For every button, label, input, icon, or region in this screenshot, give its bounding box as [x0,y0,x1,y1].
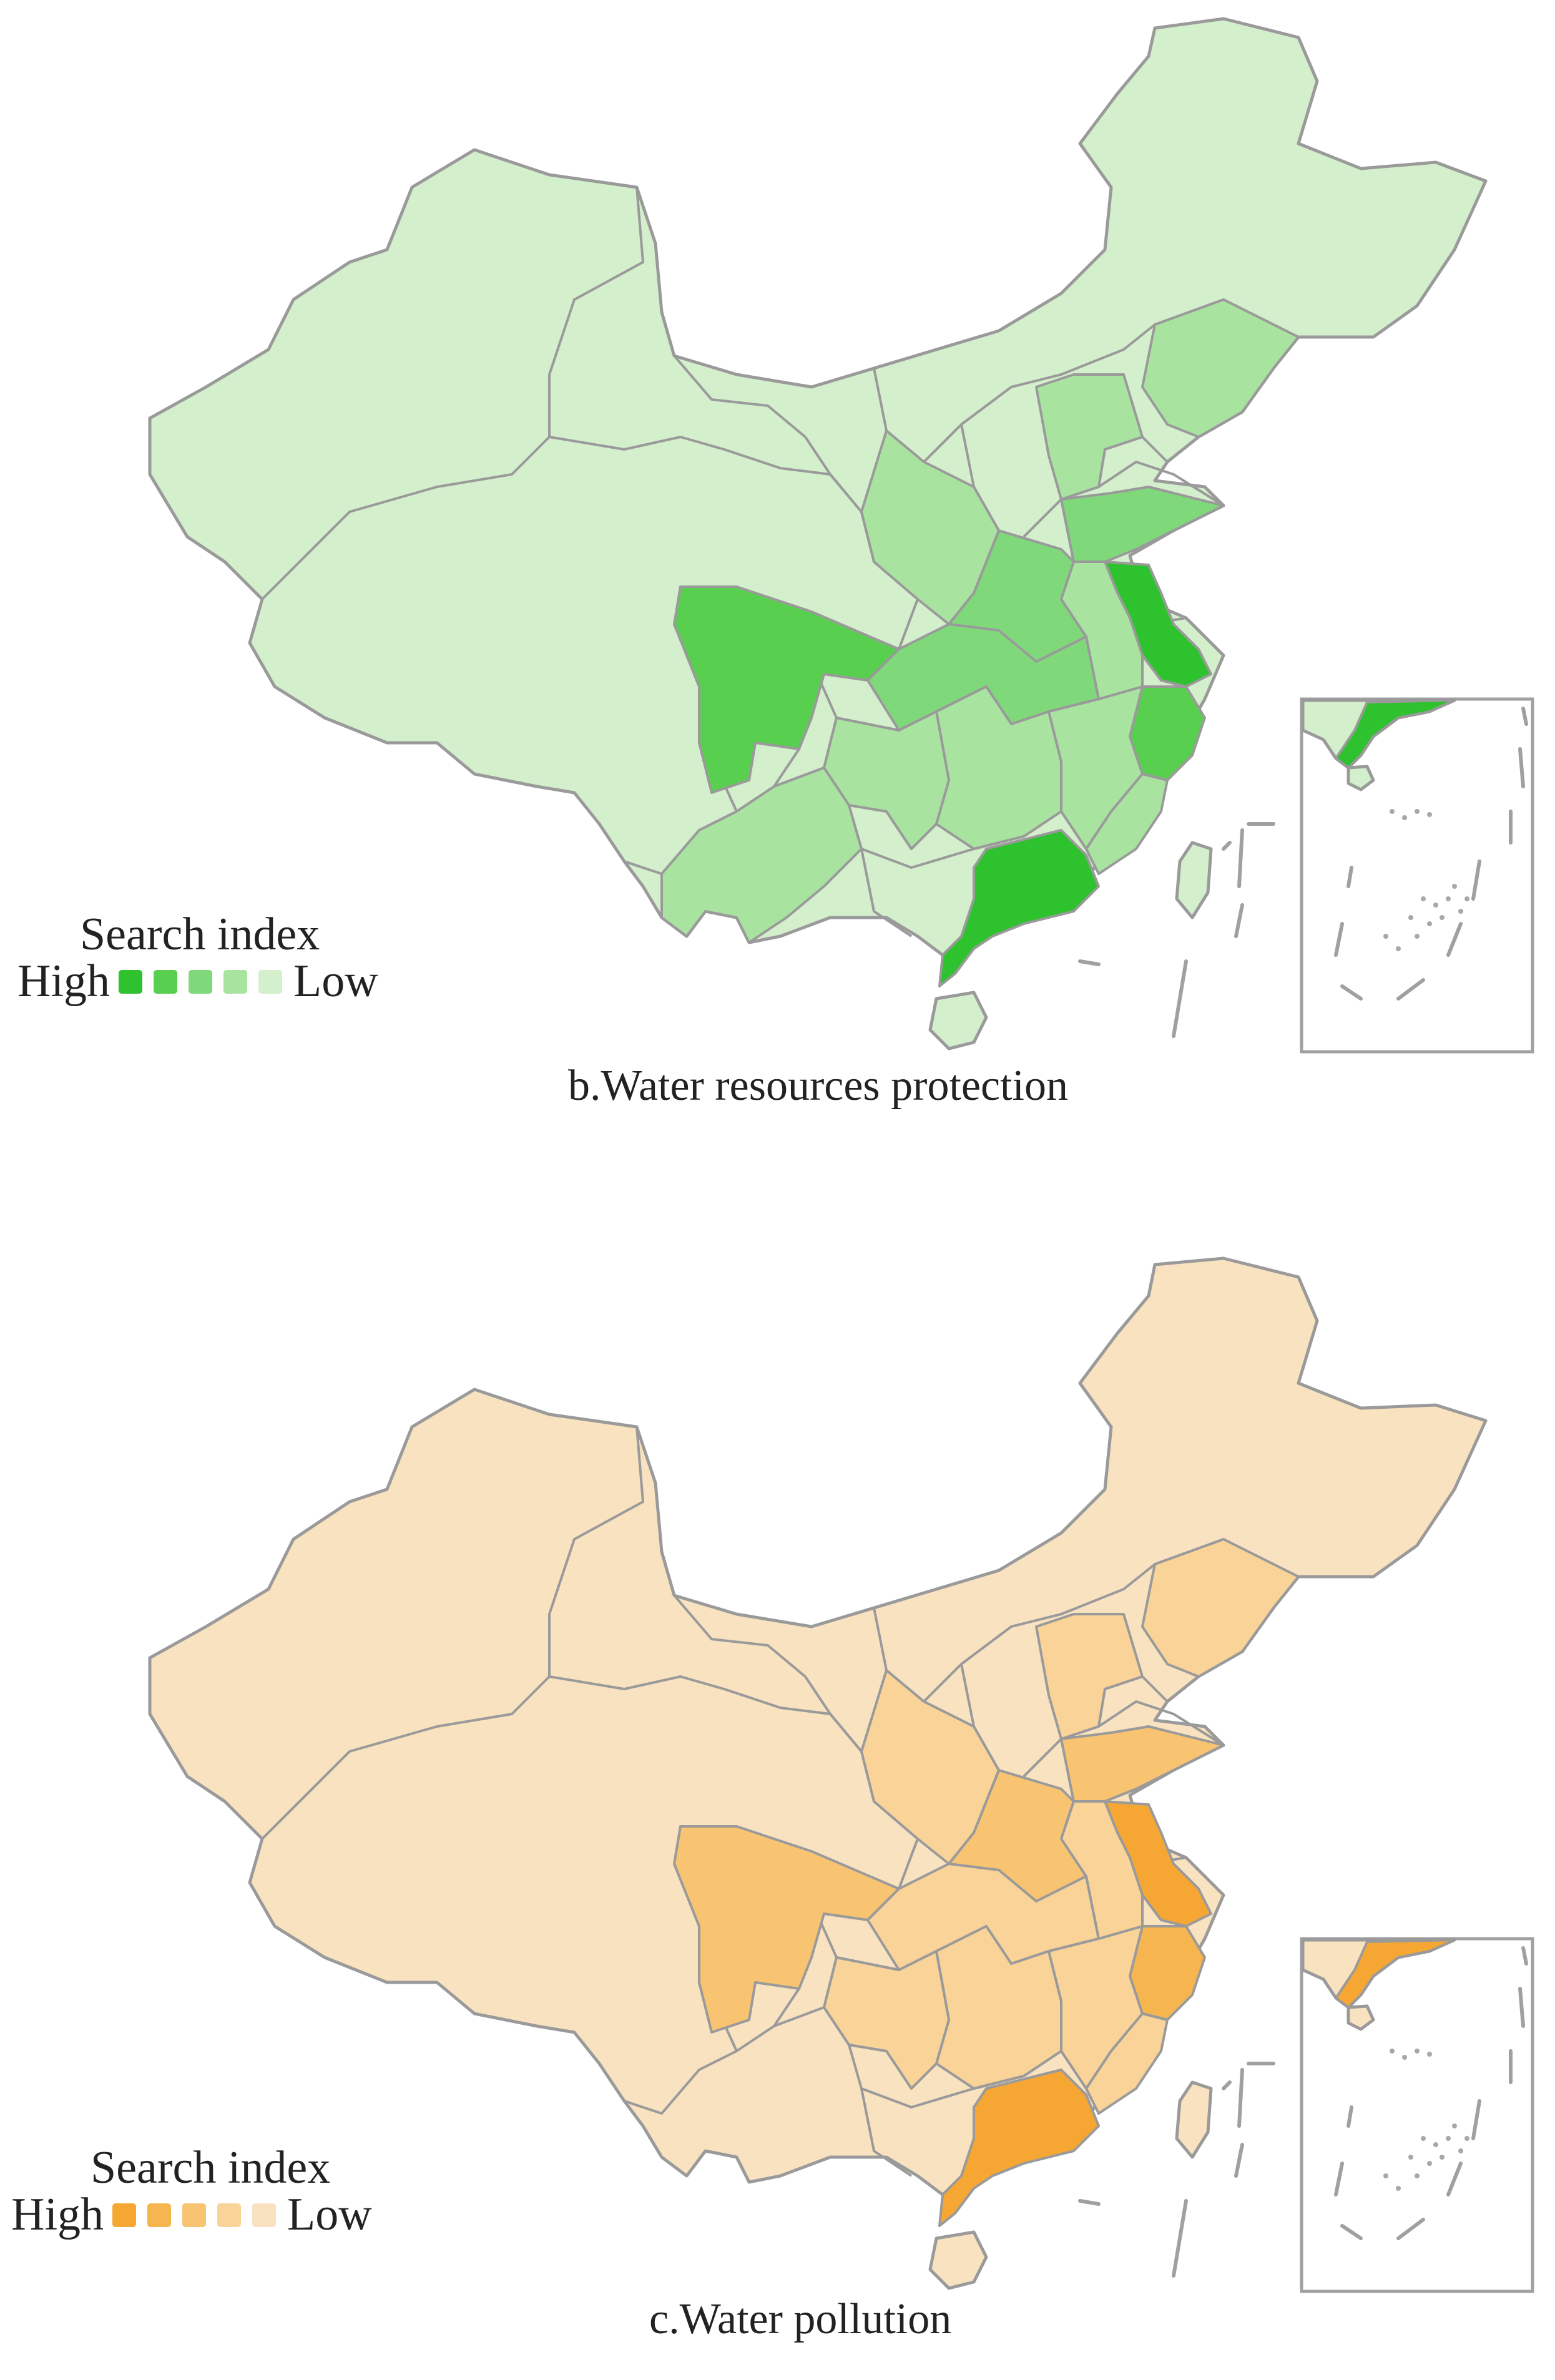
province-yunnan [660,766,863,944]
province-guangdong [938,829,1100,987]
province-hebei [1035,373,1144,501]
inset-dashes [1334,707,1528,1001]
inset-guangdong [1335,1939,1456,2009]
inset-guangdong [1335,699,1456,769]
province-guangdong [938,2069,1100,2227]
islands [928,2080,1213,2290]
legend-swatch-5 [252,2203,276,2227]
south-china-sea-inset [1300,697,1534,1054]
legend-swatch-3 [189,969,212,994]
province-liaoning [1141,1538,1300,1678]
legend-swatch-4 [223,969,247,994]
province-anhui [1060,561,1144,700]
inset-islands-dots [1383,809,1469,951]
islands [928,841,1213,1050]
province-fujian [1085,2012,1169,2115]
region-mainland [148,1256,1488,2196]
legend-swatch-1 [112,2203,136,2227]
province-shaanxi [860,1669,1000,1865]
province-sichuan [673,585,900,794]
legend-swatch-2 [147,2203,171,2227]
sea-boundary-dashes [1078,2062,1275,2278]
south-china-sea-inset [1300,1937,1534,2293]
province-liaoning [1141,298,1300,438]
island-taiwan [1175,2080,1213,2159]
legend-swatch-2 [154,969,177,994]
legend-high-label: High [11,2189,104,2240]
inset-hainan [1347,765,1375,791]
province-hebei [1035,1613,1144,1740]
highlighted-provinces [660,298,1300,987]
highlighted-provinces [673,1538,1300,2227]
figure-caption: b.Water resources protection [568,1062,1068,1110]
legend-swatch-4 [217,2203,241,2227]
province-zhejiang [1129,685,1206,781]
island-hainan [928,2230,988,2290]
legend-swatch-3 [182,2203,206,2227]
china-choropleth-map [148,1256,1534,2293]
legend-swatch-1 [119,969,142,994]
province-fujian [1085,773,1169,875]
inset-hainan [1347,2004,1375,2031]
legend-title: Search index [80,909,320,960]
legend-title: Search index [91,2142,331,2193]
legend-low-label: Low [293,956,378,1007]
legend-high-label: High [17,956,110,1007]
province-shaanxi [860,429,1000,625]
inset-islands-dots [1383,2049,1469,2191]
legend-scale: High Low [11,2188,372,2241]
mainland-outline [148,1256,1488,2196]
province-sichuan [673,1825,900,2034]
legend-swatch-5 [258,969,282,994]
legend-scale: High Low [17,955,378,1008]
province-anhui [1060,1800,1144,1940]
province-zhejiang [1129,1925,1206,2021]
province-guizhou [823,1950,950,2090]
map-panel-water-resources-protection: Search index High Low b.Water resources … [17,17,1534,1110]
island-taiwan [1175,841,1213,919]
china-choropleth-map [148,17,1534,1054]
island-hainan [928,991,988,1050]
map-panel-water-pollution: Search index High Low c.Water pollution [0,1190,1555,2379]
figure-caption: c.Water pollution [649,2295,952,2343]
legend-low-label: Low [287,2189,372,2240]
sea-boundary-dashes [1078,822,1275,1038]
inset-dashes [1334,1946,1528,2240]
